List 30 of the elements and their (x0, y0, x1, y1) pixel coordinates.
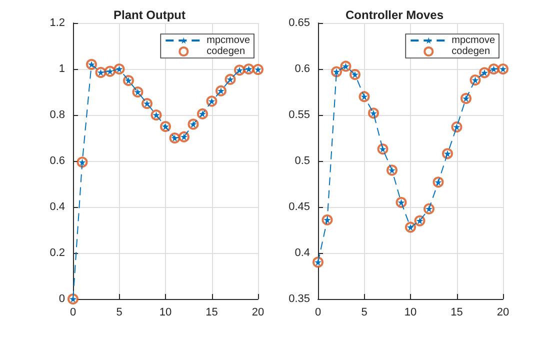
y-tick-label: 0 (58, 293, 65, 305)
x-tick-label: 15 (206, 306, 218, 318)
y-tick-label: 0.6 (294, 63, 310, 75)
x-tick-label: 10 (404, 306, 417, 318)
chart-title: Plant Output (114, 8, 186, 22)
x-tick-label: 20 (496, 306, 510, 318)
y-tick-label: 0.4 (294, 247, 310, 259)
y-tick-label: 1.2 (50, 17, 65, 29)
y-tick-label: 0.2 (50, 247, 65, 259)
legend-label: codegen (452, 46, 490, 57)
y-tick-label: 0.5 (294, 155, 310, 167)
y-tick-label: 0.6 (50, 155, 65, 167)
x-tick-label: 5 (361, 306, 368, 318)
y-tick-label: 0.4 (50, 201, 65, 213)
x-tick-label: 15 (450, 306, 463, 318)
x-tick-label: 0 (70, 306, 76, 318)
y-tick-label: 0.45 (288, 201, 310, 213)
y-tick-label: 0.35 (288, 293, 310, 305)
legend-label: mpcmove (206, 35, 250, 46)
y-tick-label: 0.55 (288, 109, 310, 121)
x-tick-label: 5 (116, 306, 122, 318)
y-tick-label: 0.65 (288, 17, 310, 29)
x-tick-label: 20 (252, 306, 264, 318)
chart-title: Controller Moves (345, 8, 444, 22)
legend-label: codegen (206, 46, 246, 57)
x-tick-label: 10 (159, 306, 172, 318)
y-tick-label: 0.8 (50, 109, 65, 121)
legend-label: mpcmove (452, 35, 496, 46)
y-tick-label: 1 (58, 63, 65, 75)
x-tick-label: 0 (314, 306, 322, 318)
